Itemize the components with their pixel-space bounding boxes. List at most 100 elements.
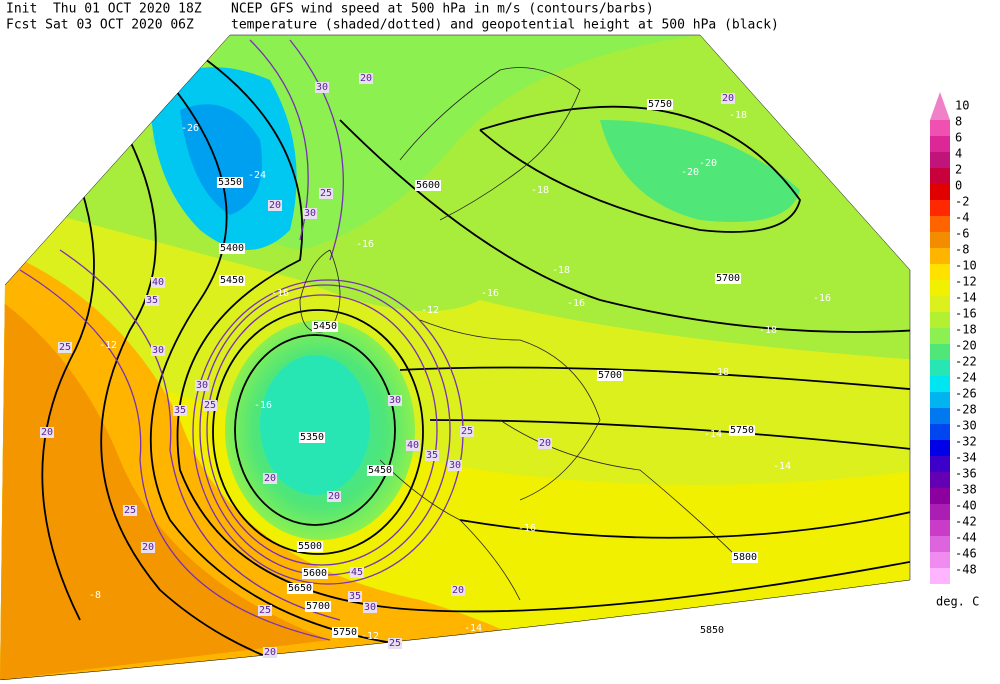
wind-speed-label-box <box>318 188 334 199</box>
wind-speed-label: 25 <box>59 342 71 353</box>
colorbar-swatch <box>930 168 950 184</box>
colorbar-label: -34 <box>955 451 977 465</box>
wind-speed-label-box <box>405 440 421 451</box>
temperature-label: -18 <box>711 367 729 378</box>
colorbar-swatch <box>930 344 950 360</box>
temperature-label: -16 <box>271 288 289 299</box>
colorbar-swatch <box>930 440 950 456</box>
colorbar-label: -20 <box>955 339 977 353</box>
height-label-box <box>728 425 756 436</box>
colorbar-label: 0 <box>955 179 962 193</box>
wind-speed-label-box <box>202 400 218 411</box>
colorbar-swatch <box>930 424 950 440</box>
colorbar-label: -36 <box>955 467 977 481</box>
wind-speed-label: 40 <box>407 440 419 451</box>
colorbar-swatch <box>930 280 950 296</box>
wind-speed-label-box <box>424 450 440 461</box>
wind-speed-label-box <box>537 438 553 449</box>
wind-speed-label-box <box>358 73 374 84</box>
height-label-box <box>714 273 742 284</box>
height-label: 5350 <box>218 177 242 188</box>
colorbar-swatch <box>930 472 950 488</box>
temperature-label: -16 <box>813 293 831 304</box>
wind-speed-label-box <box>194 380 210 391</box>
height-label: 5750 <box>648 99 672 110</box>
colorbar-swatch <box>930 488 950 504</box>
colorbar-swatch <box>930 296 950 312</box>
wind-speed-label: 35 <box>349 591 361 602</box>
height-label-box <box>304 601 332 612</box>
colorbar-label: -24 <box>955 371 977 385</box>
height-label-box <box>311 321 339 332</box>
height-label-box <box>286 583 314 594</box>
height-label-box <box>646 99 674 110</box>
temperature-label: -16 <box>518 523 536 534</box>
temperature-label: -18 <box>729 110 747 121</box>
temperature-label: -24 <box>248 170 266 181</box>
height-label: 5850 <box>700 625 724 636</box>
wind-speed-label: 20 <box>722 93 734 104</box>
colorbar-label: -18 <box>955 323 977 337</box>
colorbar-label: -46 <box>955 547 977 561</box>
wind-speed-label-box <box>459 426 475 437</box>
height-label-box <box>301 568 329 579</box>
height-label-box <box>731 552 759 563</box>
colorbar-label: -12 <box>955 275 977 289</box>
title-line-1: NCEP GFS wind speed at 500 hPa in m/s (c… <box>231 2 654 17</box>
height-label-box <box>218 275 246 286</box>
init-time: Init Thu 01 OCT 2020 18Z <box>6 2 202 17</box>
colorbar-label: -14 <box>955 291 977 305</box>
colorbar-label: -16 <box>955 307 977 321</box>
wind-speed-label: 20 <box>142 542 154 553</box>
height-label: 5450 <box>368 465 392 476</box>
colorbar-label: 4 <box>955 147 962 161</box>
wind-speed-label: 35 <box>174 405 186 416</box>
wind-speed-label: 25 <box>204 400 216 411</box>
colorbar-label: -26 <box>955 387 977 401</box>
colorbar-label: 10 <box>955 99 969 113</box>
height-label-box <box>296 541 324 552</box>
wind-speed-label-box <box>362 602 378 613</box>
height-label: 5700 <box>598 370 622 381</box>
colorbar-swatch <box>930 136 950 152</box>
coastlines <box>299 67 741 601</box>
wind-speed-label-box <box>172 405 188 416</box>
height-label-box <box>414 180 442 191</box>
wind-speed-label-box <box>720 93 736 104</box>
height-label: 5650 <box>288 583 312 594</box>
colorbar-label: 2 <box>955 163 962 177</box>
height-label: 5500 <box>298 541 322 552</box>
colorbar-swatch <box>930 392 950 408</box>
forecast-time: Fcst Sat 03 OCT 2020 06Z <box>6 18 194 33</box>
height-label-box <box>366 465 394 476</box>
height-label-box <box>298 432 326 443</box>
wind-speed-label: 25 <box>259 605 271 616</box>
colorbar-label: -10 <box>955 259 977 273</box>
height-label: 5750 <box>333 627 357 638</box>
height-label-box <box>331 627 359 638</box>
wind-speed-label-box <box>349 567 365 578</box>
wind-speed-label: 20 <box>328 491 340 502</box>
wind-speed-label: 20 <box>41 427 53 438</box>
wind-speed-label: 20 <box>452 585 464 596</box>
wind-speed-label-box <box>150 277 166 288</box>
wind-speed-label: 20 <box>264 473 276 484</box>
temperature-label: -14 <box>704 429 722 440</box>
height-label-box <box>218 243 246 254</box>
colorbar-label: -8 <box>955 243 969 257</box>
temperature-label: -26 <box>181 123 199 134</box>
wind-speed-label-box <box>302 208 318 219</box>
wind-speed-label-box <box>347 591 363 602</box>
temperature-label: -20 <box>699 158 717 169</box>
colorbar: 10 8 6 4 2 0 -2 -4 -6 -8 -10 -12 -14 -16 -18 -20 -22 -24 -… <box>930 92 977 584</box>
wind-speed-label: 25 <box>389 638 401 649</box>
wind-speed-label: 20 <box>264 647 276 658</box>
colorbar-swatch <box>930 552 950 568</box>
temperature-label: -16 <box>254 400 272 411</box>
colorbar-label: 8 <box>955 115 962 129</box>
temperature-label: -16 <box>481 288 499 299</box>
wind-speed-label: 30 <box>316 82 328 93</box>
wind-speed-label-box <box>39 427 55 438</box>
height-label: 5700 <box>716 273 740 284</box>
